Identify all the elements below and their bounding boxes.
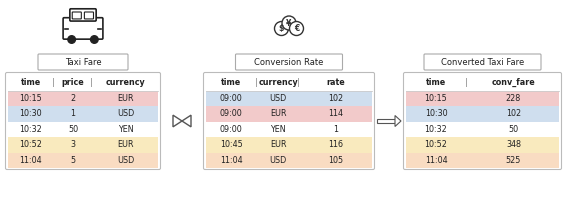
Text: 10:15: 10:15 — [19, 94, 42, 103]
Bar — [406, 153, 559, 168]
Text: 10:30: 10:30 — [19, 109, 42, 118]
Text: 11:04: 11:04 — [220, 156, 242, 165]
Bar — [206, 137, 372, 153]
Bar — [377, 118, 395, 123]
Text: |: | — [90, 78, 93, 87]
Text: 116: 116 — [329, 140, 343, 149]
Text: price: price — [62, 78, 84, 87]
Text: USD: USD — [117, 156, 134, 165]
Text: time: time — [20, 78, 41, 87]
Circle shape — [282, 16, 296, 30]
Text: 10:32: 10:32 — [19, 125, 42, 134]
Bar — [8, 137, 158, 153]
Text: 348: 348 — [506, 140, 521, 149]
FancyBboxPatch shape — [38, 54, 128, 70]
Bar — [206, 106, 372, 121]
Text: currency: currency — [106, 78, 146, 87]
Text: 10:32: 10:32 — [425, 125, 448, 134]
Text: EUR: EUR — [118, 94, 134, 103]
Circle shape — [274, 22, 288, 35]
Text: 11:04: 11:04 — [425, 156, 448, 165]
FancyBboxPatch shape — [404, 73, 562, 170]
Text: 102: 102 — [506, 109, 521, 118]
FancyBboxPatch shape — [84, 12, 94, 19]
Bar — [206, 153, 372, 168]
Bar — [8, 106, 158, 121]
FancyBboxPatch shape — [72, 12, 81, 19]
Text: YEN: YEN — [270, 125, 286, 134]
Text: |: | — [255, 78, 258, 87]
FancyBboxPatch shape — [5, 73, 160, 170]
FancyBboxPatch shape — [424, 54, 541, 70]
Text: 09:00: 09:00 — [219, 125, 242, 134]
Text: time: time — [221, 78, 241, 87]
Text: 10:52: 10:52 — [425, 140, 448, 149]
Text: 10:45: 10:45 — [219, 140, 242, 149]
Text: Taxi Fare: Taxi Fare — [65, 58, 101, 67]
Polygon shape — [395, 116, 401, 127]
Text: YEN: YEN — [118, 125, 133, 134]
Text: currency: currency — [258, 78, 298, 87]
Text: 102: 102 — [328, 94, 343, 103]
Polygon shape — [173, 115, 182, 127]
FancyBboxPatch shape — [236, 54, 342, 70]
Text: 5: 5 — [71, 156, 75, 165]
Text: 2: 2 — [71, 94, 75, 103]
Text: 1: 1 — [333, 125, 339, 134]
Text: €: € — [294, 24, 299, 33]
Text: 09:00: 09:00 — [219, 109, 242, 118]
Bar — [8, 153, 158, 168]
Text: 525: 525 — [506, 156, 521, 165]
Circle shape — [68, 36, 75, 43]
Text: USD: USD — [117, 109, 134, 118]
FancyBboxPatch shape — [204, 73, 374, 170]
Text: 10:15: 10:15 — [425, 94, 448, 103]
Text: |: | — [465, 78, 468, 87]
Bar — [406, 106, 559, 121]
Text: Conversion Rate: Conversion Rate — [254, 58, 324, 67]
Text: 1: 1 — [71, 109, 75, 118]
FancyBboxPatch shape — [70, 9, 96, 21]
Bar — [406, 137, 559, 153]
Text: |: | — [297, 78, 300, 87]
Text: rate: rate — [326, 78, 345, 87]
Text: 09:00: 09:00 — [219, 94, 242, 103]
Bar — [406, 90, 559, 106]
Text: EUR: EUR — [270, 140, 286, 149]
Bar — [8, 90, 158, 106]
Text: 10:52: 10:52 — [19, 140, 42, 149]
Text: time: time — [426, 78, 446, 87]
Text: 228: 228 — [506, 94, 521, 103]
Text: Converted Taxi Fare: Converted Taxi Fare — [441, 58, 524, 67]
Circle shape — [290, 22, 304, 35]
Text: 10:30: 10:30 — [425, 109, 448, 118]
Text: 3: 3 — [71, 140, 75, 149]
Circle shape — [91, 36, 98, 43]
Text: EUR: EUR — [118, 140, 134, 149]
Text: USD: USD — [270, 156, 287, 165]
Text: 50: 50 — [68, 125, 78, 134]
Text: 114: 114 — [329, 109, 343, 118]
Text: ¥: ¥ — [286, 19, 292, 28]
FancyBboxPatch shape — [63, 18, 103, 39]
Text: USD: USD — [270, 94, 287, 103]
Text: |: | — [52, 78, 55, 87]
Text: 50: 50 — [508, 125, 518, 134]
Text: 11:04: 11:04 — [19, 156, 42, 165]
Text: $: $ — [279, 24, 284, 33]
Bar — [206, 90, 372, 106]
Text: conv_fare: conv_fare — [491, 78, 535, 87]
Text: 105: 105 — [328, 156, 343, 165]
Text: EUR: EUR — [270, 109, 286, 118]
Polygon shape — [182, 115, 191, 127]
